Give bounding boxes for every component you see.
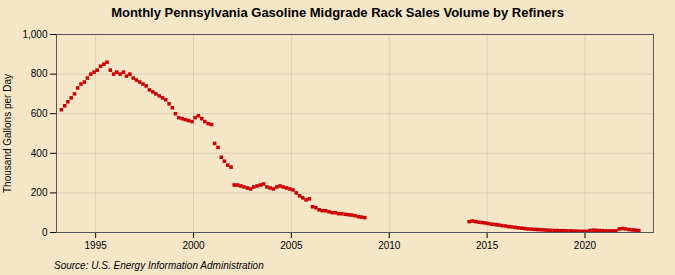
- svg-text:200: 200: [31, 187, 48, 198]
- svg-text:400: 400: [31, 148, 48, 159]
- svg-text:1,000: 1,000: [22, 29, 47, 40]
- svg-text:800: 800: [31, 68, 48, 79]
- svg-text:2015: 2015: [476, 240, 499, 251]
- svg-text:600: 600: [31, 108, 48, 119]
- svg-text:2020: 2020: [574, 240, 597, 251]
- svg-text:Thousand Gallons per Day: Thousand Gallons per Day: [2, 74, 13, 193]
- svg-text:1995: 1995: [85, 240, 108, 251]
- svg-text:2005: 2005: [280, 240, 303, 251]
- html-text:Monthly Pennsylvania Gasoline: Monthly Pennsylvania Gasoline Midgrade R…: [111, 5, 564, 20]
- svg-text:2010: 2010: [378, 240, 401, 251]
- svg-text:0: 0: [42, 227, 48, 238]
- html-text:Source: U.S. Energy Informatio: Source: U.S. Energy Information Administ…: [54, 260, 264, 271]
- svg-text:2000: 2000: [182, 240, 205, 251]
